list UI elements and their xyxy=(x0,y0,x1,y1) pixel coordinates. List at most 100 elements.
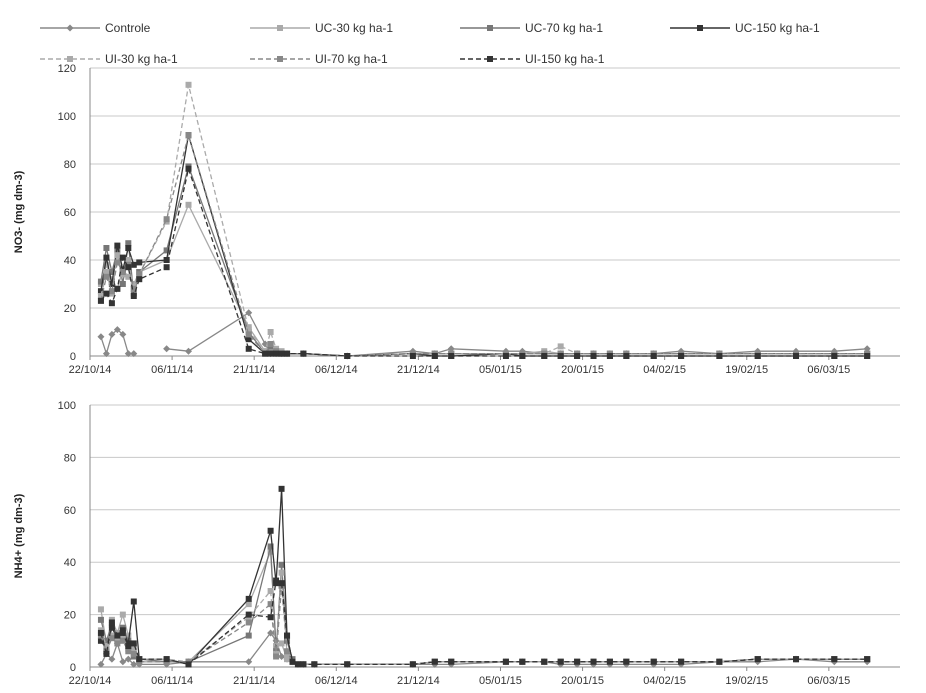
data-point xyxy=(125,245,132,251)
data-point xyxy=(284,637,291,644)
data-point xyxy=(130,261,137,268)
data-point xyxy=(650,353,657,359)
series-line xyxy=(100,551,868,666)
legend-item-ui-70-kg-ha-1: UI-70 kg ha-1 xyxy=(250,52,388,66)
data-point xyxy=(678,658,685,665)
data-point xyxy=(113,326,121,334)
x-tick-label: 06/11/14 xyxy=(151,364,193,376)
data-point xyxy=(267,629,275,637)
data-point xyxy=(114,285,121,292)
data-point xyxy=(262,350,269,357)
series-line xyxy=(100,84,868,357)
series-line xyxy=(100,312,868,357)
series-controle xyxy=(97,309,871,360)
data-point xyxy=(431,658,438,665)
data-point xyxy=(864,656,871,663)
series-line xyxy=(100,134,868,357)
data-point xyxy=(650,658,657,665)
x-tick-label: 06/03/15 xyxy=(807,675,850,687)
x-tick-label: 22/10/14 xyxy=(69,675,112,687)
data-point xyxy=(557,353,564,359)
data-point xyxy=(754,353,761,359)
series-line xyxy=(100,572,868,666)
data-point xyxy=(130,285,137,292)
data-point xyxy=(267,329,274,335)
series-line xyxy=(100,488,868,666)
data-point xyxy=(831,353,838,359)
y-tick-label: 20 xyxy=(64,610,76,622)
data-point xyxy=(124,655,132,663)
x-tick-label: 05/01/15 xyxy=(479,675,522,687)
data-point xyxy=(108,281,115,287)
legend-label: UC-150 kg ha-1 xyxy=(735,21,820,35)
data-point xyxy=(245,336,252,343)
data-point xyxy=(103,269,110,275)
data-point xyxy=(519,353,526,359)
data-point xyxy=(448,353,455,359)
legend: Controle UC-30 kg ha-1 UC-70 kg ha-1 UC-150… xyxy=(40,21,820,66)
data-point xyxy=(185,81,192,88)
y-tick-label: 100 xyxy=(58,400,76,412)
legend-marker xyxy=(67,56,73,62)
data-point xyxy=(103,643,110,650)
no3-chart: 0 20 40 60 80 100 120 22/10/14 06/11/14 21/11/14 0… xyxy=(13,63,900,376)
legend-item-uc-70-kg-ha-1: UC-70 kg ha-1 xyxy=(460,21,603,35)
x-tick-label: 06/12/14 xyxy=(315,364,358,376)
data-point xyxy=(163,257,170,263)
data-point xyxy=(284,648,291,655)
data-point xyxy=(163,247,170,254)
data-point xyxy=(278,653,286,661)
data-point xyxy=(278,485,285,492)
data-point xyxy=(245,595,252,602)
data-point xyxy=(136,271,143,278)
data-point xyxy=(108,619,115,626)
data-point xyxy=(97,297,104,304)
data-point xyxy=(245,331,252,338)
y-tick-label: 60 xyxy=(64,207,76,219)
legend-marker xyxy=(487,25,493,31)
data-point xyxy=(119,629,126,636)
data-point xyxy=(300,661,307,668)
data-point xyxy=(114,252,121,259)
y-tick-label: 40 xyxy=(64,557,76,569)
data-point xyxy=(103,261,110,268)
data-point xyxy=(114,632,121,639)
data-point xyxy=(311,661,318,668)
data-point xyxy=(97,660,105,668)
x-tick-label: 19/02/15 xyxy=(725,364,768,376)
data-point xyxy=(273,577,280,584)
legend-item-controle: Controle xyxy=(40,21,151,35)
data-point xyxy=(130,350,138,358)
data-point xyxy=(574,658,581,665)
legend-label: Controle xyxy=(105,21,151,35)
legend-item-ui-30-kg-ha-1: UI-30 kg ha-1 xyxy=(40,52,178,66)
data-point xyxy=(103,245,110,251)
data-point xyxy=(863,345,871,353)
data-point xyxy=(130,281,137,287)
data-point xyxy=(124,350,132,358)
data-point xyxy=(114,242,121,249)
data-point xyxy=(119,254,126,261)
data-point xyxy=(754,656,761,663)
data-point xyxy=(278,580,285,587)
series-line xyxy=(100,134,868,357)
data-point xyxy=(108,276,115,283)
data-point xyxy=(273,350,280,357)
data-point xyxy=(447,345,455,353)
data-point xyxy=(284,350,291,357)
series-line xyxy=(100,585,868,666)
data-point xyxy=(185,132,192,139)
data-point xyxy=(97,637,104,644)
data-point xyxy=(606,353,613,359)
data-point xyxy=(108,624,115,631)
y-tick-label: 40 xyxy=(64,255,76,267)
data-point xyxy=(831,656,838,663)
data-point xyxy=(278,640,285,647)
data-point xyxy=(97,288,104,295)
y-tick-label: 100 xyxy=(58,111,76,123)
legend-label: UI-150 kg ha-1 xyxy=(525,52,605,66)
data-point xyxy=(557,658,564,665)
data-point xyxy=(793,656,800,663)
data-point xyxy=(245,619,252,626)
data-point xyxy=(119,637,126,644)
